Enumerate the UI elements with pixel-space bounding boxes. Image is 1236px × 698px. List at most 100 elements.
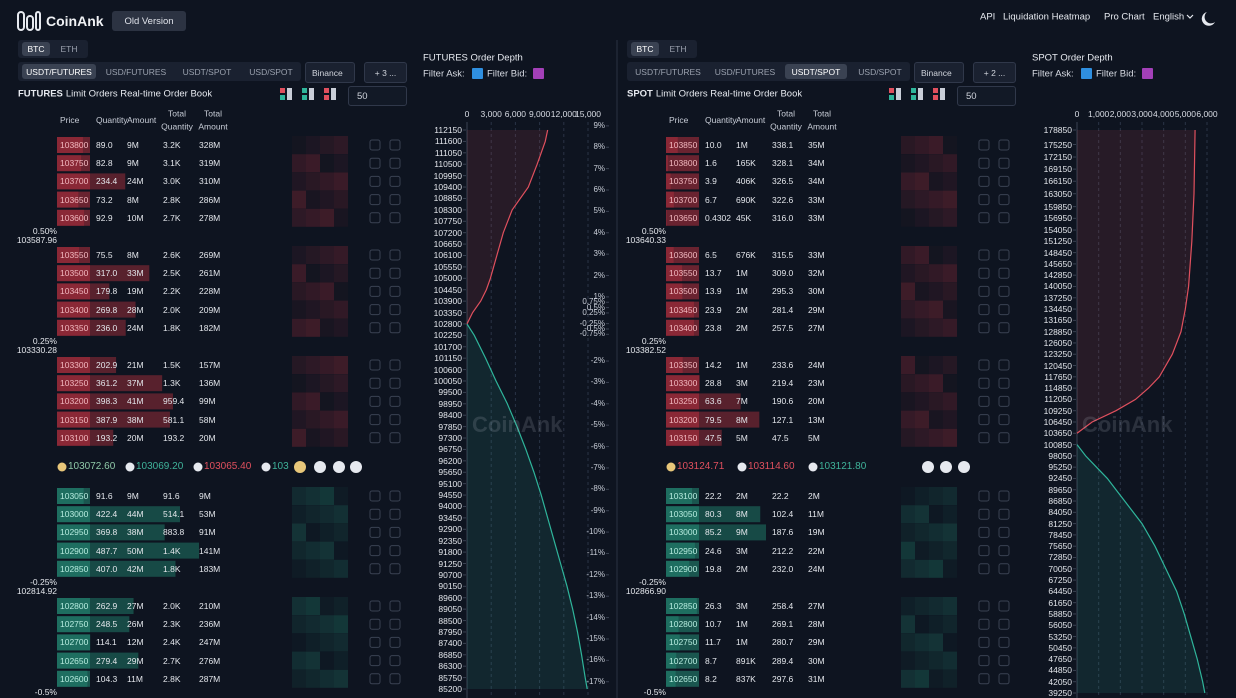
cell: 102900 <box>669 563 698 574</box>
y-tick-label: 166150 <box>1043 175 1072 186</box>
nav-link[interactable]: Pro Chart <box>1104 11 1145 23</box>
coin-tab[interactable]: ETH <box>60 44 78 54</box>
checkbox <box>389 194 401 206</box>
heat-cell <box>915 172 929 191</box>
cell: 187.6 <box>772 527 794 538</box>
market-tab[interactable]: USDT/SPOT <box>785 64 847 79</box>
checkbox <box>389 157 401 169</box>
y-tick-label: 84050 <box>1048 507 1072 518</box>
cell: 102.4 <box>772 508 794 519</box>
cell: 9M <box>127 157 139 168</box>
heat-cell <box>320 246 334 264</box>
depth-select[interactable]: 50 <box>348 86 407 106</box>
cell: 22M <box>808 545 825 556</box>
coin-tab[interactable]: BTC <box>631 42 659 56</box>
more-exchanges[interactable]: + 3 ... <box>364 62 407 83</box>
cell: 487.7 <box>96 545 118 556</box>
heat-cell <box>292 523 306 542</box>
checkbox <box>978 194 990 206</box>
checkbox <box>369 432 381 444</box>
heat-cell <box>943 172 957 191</box>
exchange-select[interactable]: Binance <box>305 62 355 83</box>
heat-cell <box>320 154 334 173</box>
exchange-select[interactable]: Binance <box>914 62 964 83</box>
nav-link[interactable]: English <box>1153 11 1185 23</box>
checkbox <box>369 673 381 685</box>
more-exchanges[interactable]: + 2 ... <box>973 62 1016 83</box>
price-cell <box>57 488 90 504</box>
coin-tab[interactable]: BTC <box>22 42 50 56</box>
percent-tick-label: -12% <box>586 569 605 579</box>
heat-cell <box>334 651 348 670</box>
market-tab[interactable]: USDT/FUTURES <box>635 66 701 77</box>
y-tick-label: 110500 <box>434 158 462 169</box>
y-tick-label: 104450 <box>433 284 462 295</box>
cell: 317.0 <box>96 267 118 278</box>
cell: 1M <box>736 637 748 648</box>
exchange-icon <box>193 462 203 472</box>
heat-cell <box>915 300 929 319</box>
checkbox <box>978 673 990 685</box>
market-tab[interactable]: USD/SPOT <box>249 66 293 77</box>
checkbox <box>978 212 990 224</box>
market-tab[interactable]: USDT/FUTURES <box>22 64 96 79</box>
y-tick-label: 154050 <box>1043 224 1072 235</box>
heat-cell <box>306 374 320 393</box>
market-tab[interactable]: USD/FUTURES <box>714 66 776 77</box>
heat-cell <box>915 651 929 670</box>
price-cell <box>666 173 699 190</box>
y-tick-label: 64450 <box>1048 586 1072 597</box>
nav-link[interactable]: API <box>980 11 996 23</box>
y-tick-label: 92900 <box>438 524 462 535</box>
price-cell <box>57 411 90 428</box>
depth-select[interactable]: 50 <box>957 86 1016 106</box>
heat-cell <box>292 615 306 634</box>
checkbox <box>389 359 401 371</box>
y-tick-label: 97850 <box>438 421 462 432</box>
percent-price: 103587.96 <box>16 234 57 245</box>
title-market: FUTURES <box>18 88 63 100</box>
checkbox <box>369 359 381 371</box>
y-tick-label: 109250 <box>1043 405 1072 416</box>
heat-cell <box>943 190 957 209</box>
checkbox <box>978 490 990 502</box>
heat-cell <box>943 208 957 227</box>
exchange-icon <box>333 461 345 473</box>
heat-cell <box>292 374 306 393</box>
theme-icon[interactable] <box>1201 12 1215 26</box>
checkbox <box>369 267 381 279</box>
view-icon <box>309 88 314 100</box>
book-title: SPOT Limit Orders Real-time Order Book <box>627 89 802 99</box>
heat-cell <box>320 136 334 154</box>
cell: 53M <box>199 508 216 519</box>
nav-link[interactable]: Liquidation Heatmap <box>1003 11 1091 23</box>
cell: 3.9 <box>705 176 717 187</box>
cell: 38M <box>127 527 144 538</box>
heat-cell <box>943 154 957 173</box>
cell: 2.0K <box>163 600 181 611</box>
checkbox <box>389 490 401 502</box>
checkbox <box>978 618 990 630</box>
y-tick-label: 94000 <box>438 501 462 512</box>
cell: 1.8K <box>163 563 181 574</box>
cell: 5M <box>736 432 748 443</box>
market-tab[interactable]: USD/FUTURES <box>105 66 167 77</box>
y-tick-label: 78450 <box>1048 529 1072 540</box>
percent-price: 102866.90 <box>625 585 666 596</box>
market-tab[interactable]: USDT/SPOT <box>182 66 232 77</box>
market-tab[interactable]: USD/SPOT <box>858 66 902 77</box>
heat-cell <box>320 190 334 209</box>
view-icon <box>302 88 307 93</box>
old-version-button[interactable]: Old Version <box>112 11 186 31</box>
coin-tab[interactable]: ETH <box>669 44 687 54</box>
cell: 2.4K <box>163 637 181 648</box>
x-tick-label: 6,000 <box>1196 108 1218 119</box>
heat-cell <box>306 264 320 283</box>
cell: 30M <box>808 655 825 666</box>
heat-cell <box>915 246 929 264</box>
heat-cell <box>306 651 320 670</box>
percent-marker: 0.50% <box>641 225 666 236</box>
heat-cell <box>943 651 957 670</box>
checkbox <box>998 157 1010 169</box>
heat-cell <box>901 282 915 301</box>
